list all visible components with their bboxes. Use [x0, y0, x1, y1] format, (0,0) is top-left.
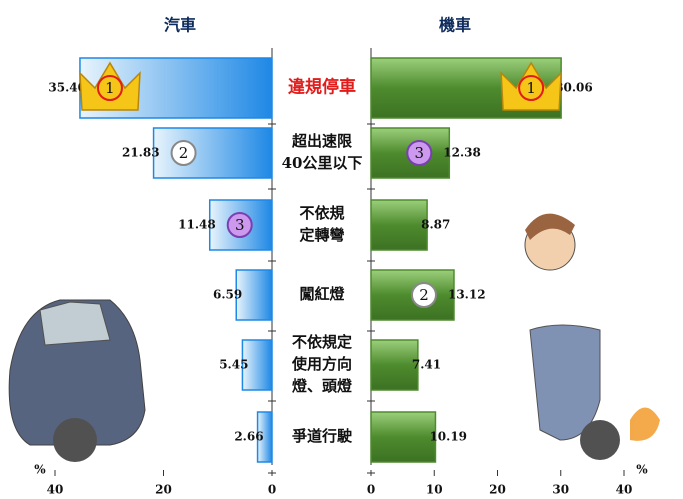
category-label: 燈、頭燈	[292, 377, 353, 395]
x-tick-label: 0	[367, 483, 375, 497]
x-tick-label: 10	[426, 483, 443, 497]
rank-label: 3	[415, 144, 425, 162]
rank-label: 2	[179, 144, 189, 162]
series-title: 汽車	[164, 16, 196, 35]
category-label: 40公里以下	[282, 154, 363, 172]
bar	[371, 412, 435, 462]
category-label: 違規停車	[288, 77, 356, 98]
x-tick-label: 40	[616, 483, 633, 497]
category-label: 闖紅燈	[299, 285, 345, 303]
value-label: 7.41	[412, 358, 441, 372]
value-label: 5.45	[219, 358, 248, 372]
rank-label: 1	[526, 79, 536, 97]
category-label: 不依規定	[292, 333, 352, 351]
value-label: 13.12	[448, 288, 486, 302]
scooter-illustration	[525, 214, 660, 460]
category-label: 定轉彎	[299, 226, 344, 244]
bar	[371, 340, 418, 390]
value-label: 12.38	[443, 146, 481, 160]
value-label: 6.59	[213, 288, 242, 302]
category-label: 使用方向	[291, 355, 352, 373]
x-unit: %	[34, 463, 46, 477]
x-tick-label: 0	[268, 483, 276, 497]
value-label: 11.48	[178, 218, 216, 232]
value-label: 21.83	[122, 146, 160, 160]
category-label: 不依規	[299, 204, 344, 222]
x-unit: %	[636, 463, 648, 477]
series-title: 機車	[439, 16, 471, 35]
value-label: 2.66	[234, 430, 263, 444]
value-label: 8.87	[421, 218, 450, 232]
value-label: 10.19	[429, 430, 467, 444]
car-illustration	[9, 300, 145, 462]
x-tick-label: 20	[489, 483, 506, 497]
category-label: 爭道行駛	[292, 427, 353, 445]
rank-label: 2	[419, 286, 429, 304]
x-tick-label: 20	[155, 483, 172, 497]
rank-label: 3	[235, 216, 245, 234]
category-label: 超出速限	[291, 132, 352, 150]
x-tick-label: 40	[47, 483, 64, 497]
rank-label: 1	[105, 79, 115, 97]
x-tick-label: 30	[552, 483, 569, 497]
bar	[371, 200, 427, 250]
chart: 汽車02040%35.40121.83211.4836.595.452.66機車…	[0, 0, 683, 499]
